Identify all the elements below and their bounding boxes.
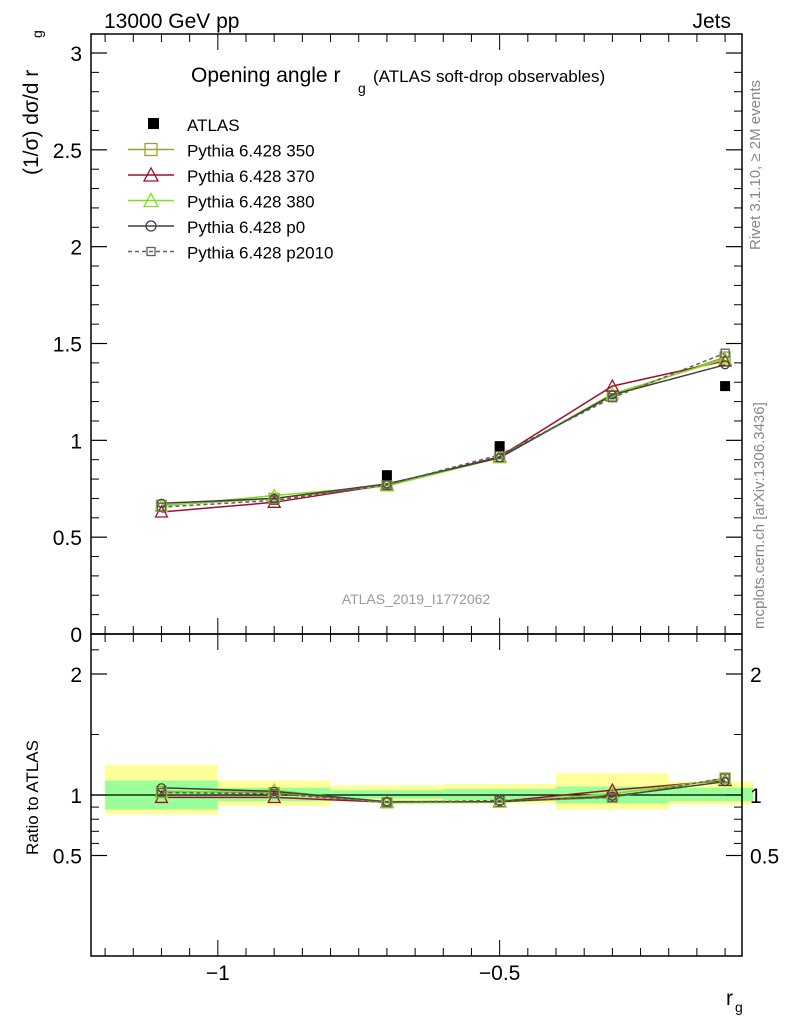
main-series-point xyxy=(717,351,733,365)
main-series-point xyxy=(720,348,730,358)
legend-label: Pythia 6.428 350 xyxy=(187,142,315,161)
legend-label-atlas: ATLAS xyxy=(187,116,240,135)
ratio-series-point xyxy=(269,789,279,799)
ratio-plot-frame xyxy=(90,633,743,957)
atlas-data-point xyxy=(720,381,731,392)
ratio-series-point xyxy=(154,785,169,799)
main-y-tick-label: 0.5 xyxy=(53,527,82,550)
ratio-y-tick-label-left: 2 xyxy=(70,664,82,687)
main-y-tick-label: 3 xyxy=(70,43,82,66)
series-markers xyxy=(154,348,733,809)
ratio-y-tick-label-right: 1 xyxy=(750,785,762,808)
ratio-y-tick-label-right: 0.5 xyxy=(750,846,779,869)
main-y-axis-label: (1/σ) dσ/d r xyxy=(20,70,43,175)
ratio-series-point xyxy=(156,783,167,793)
main-series-point xyxy=(720,360,730,370)
atlas-data-point xyxy=(494,441,505,452)
ratio-series-line xyxy=(161,777,726,804)
main-series-point xyxy=(379,478,395,492)
svg-text:Rivet 3.1.10, ≥ 2M events: Rivet 3.1.10, ≥ 2M events xyxy=(747,80,764,250)
svg-text:(1/σ) dσ/d r: (1/σ) dσ/d r xyxy=(20,70,43,175)
main-y-tick-label: 0 xyxy=(70,624,82,647)
main-series-line xyxy=(161,358,726,507)
legend-marker xyxy=(142,166,160,182)
header-process-label: Jets xyxy=(692,10,731,33)
ratio-series-point xyxy=(494,795,505,806)
plot-title-subscript: g xyxy=(358,80,366,96)
main-series-point xyxy=(156,502,167,512)
svg-text:mcplots.cern.ch [arXiv:1306.34: mcplots.cern.ch [arXiv:1306.3436] xyxy=(751,402,768,629)
main-series-line xyxy=(161,352,726,508)
legend-marker-atlas xyxy=(148,118,159,129)
legend-marker xyxy=(142,192,160,208)
series-lines xyxy=(161,352,726,804)
ratio-y-tick-label-left: 0.5 xyxy=(53,846,82,869)
legend-label: Pythia 6.428 p0 xyxy=(187,218,305,237)
ratio-y-tick-label-left: 1 xyxy=(70,785,82,808)
ratio-y-tick-label-right: 2 xyxy=(750,664,762,687)
ratio-series-point xyxy=(607,792,618,803)
ratio-series-point xyxy=(720,773,730,783)
ratio-series-point xyxy=(267,790,282,804)
ratio-band-inner xyxy=(668,787,754,802)
main-series-point xyxy=(492,450,507,464)
legend-marker xyxy=(145,220,157,232)
ratio-series-point xyxy=(492,794,507,808)
axis-ticks: 0 0.5 1 1.5 2 2.5 3 0.5 0.5 1 1 2 2 −1 −0.5 xyxy=(53,34,779,985)
legend-label: Pythia 6.428 p2010 xyxy=(187,244,334,263)
mcplots-reference-label: mcplots.cern.ch [arXiv:1306.3436] xyxy=(751,402,768,629)
plot-title: Opening angle r xyxy=(191,64,340,87)
main-series-line xyxy=(161,360,726,513)
x-tick-label: −0.5 xyxy=(479,962,520,985)
atlas-data-point xyxy=(381,470,392,481)
legend-label: Pythia 6.428 370 xyxy=(187,167,315,186)
svg-text:Ratio to ATLAS: Ratio to ATLAS xyxy=(23,740,42,855)
header-energy-label: 13000 GeV pp xyxy=(104,10,239,33)
main-y-axis-label-subscript: g xyxy=(29,30,45,38)
ratio-series-point xyxy=(605,782,620,796)
ratio-series-point xyxy=(382,797,392,807)
x-axis-label: r xyxy=(726,987,733,1010)
main-y-tick-label: 1 xyxy=(70,430,82,453)
ratio-y-axis-label: Ratio to ATLAS xyxy=(23,740,42,855)
legend-marker xyxy=(146,246,156,257)
analysis-id-watermark: ATLAS_2019_I1772062 xyxy=(342,591,491,607)
svg-text:g: g xyxy=(29,30,45,38)
main-series-point xyxy=(717,353,733,367)
rivet-version-label: Rivet 3.1.10, ≥ 2M events xyxy=(747,80,764,250)
ratio-band-inner xyxy=(330,790,444,799)
main-y-tick-label: 1.5 xyxy=(53,334,82,357)
legend: ATLAS Pythia 6.428 350 Pythia 6.428 370 Pyt… xyxy=(128,116,334,263)
ratio-series-point xyxy=(379,795,395,809)
atlas-data-points xyxy=(381,381,731,481)
main-series-point xyxy=(382,480,392,490)
ratio-series-point xyxy=(156,787,167,798)
legend-marker xyxy=(144,142,158,157)
main-y-tick-label: 2.5 xyxy=(53,140,82,163)
plot-title-detail: (ATLAS soft-drop observables) xyxy=(373,67,605,86)
x-axis-label-subscript: g xyxy=(735,999,743,1015)
main-series-point xyxy=(269,495,279,506)
legend-label: Pythia 6.428 380 xyxy=(187,193,315,212)
main-series-point xyxy=(607,393,618,403)
x-tick-label: −1 xyxy=(206,962,230,985)
main-y-tick-label: 2 xyxy=(70,237,82,260)
